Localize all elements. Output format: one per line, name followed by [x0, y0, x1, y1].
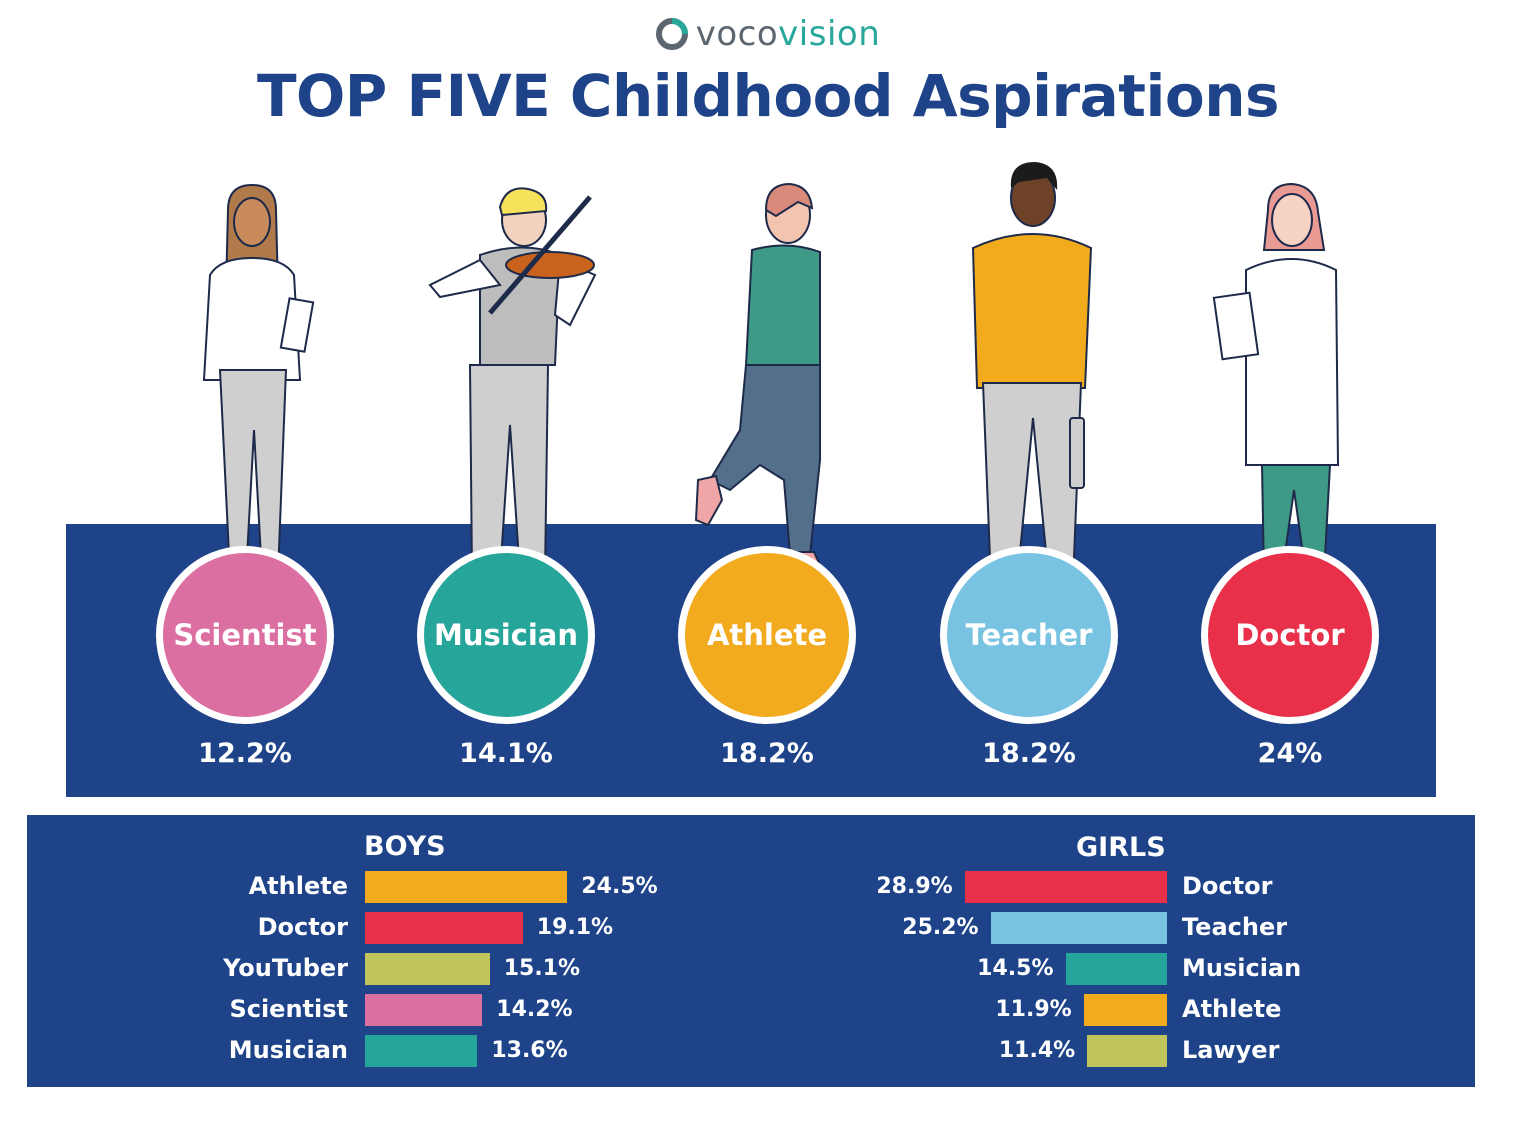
girls-value-musician: 14.5% — [977, 956, 1054, 981]
boys-value-scientist: 14.2% — [496, 997, 573, 1022]
girls-label-athlete: Athlete — [1182, 995, 1282, 1023]
boys-bar-scientist — [365, 994, 483, 1026]
girls-value-athlete: 11.9% — [995, 997, 1072, 1022]
brand-name-part1: voco — [695, 14, 779, 54]
boys-value-athlete: 24.5% — [581, 874, 658, 899]
boys-bar-athlete — [365, 871, 568, 903]
boys-label-scientist: Scientist — [229, 995, 348, 1023]
girls-bar-lawyer — [1087, 1035, 1167, 1067]
boys-label-youtuber: YouTuber — [223, 954, 348, 982]
girls-bar-athlete — [1083, 994, 1167, 1026]
boys-label-doctor: Doctor — [257, 913, 348, 941]
circle-musician: Musician — [417, 546, 595, 724]
scientist-illustration — [202, 183, 315, 590]
boys-header: BOYS — [364, 831, 446, 862]
boys-value-musician: 13.6% — [491, 1038, 568, 1063]
circle-doctor: Doctor — [1201, 546, 1379, 724]
musician-illustration — [428, 187, 597, 587]
circle-scientist: Scientist — [156, 546, 334, 724]
value-label-scientist: 12.2% — [198, 738, 292, 769]
page-title: TOP FIVE Childhood Aspirations — [256, 62, 1280, 130]
circle-teacher: Teacher — [940, 546, 1118, 724]
brand-name-part2: vision — [778, 14, 881, 54]
boys-bar-doctor — [365, 912, 523, 944]
girls-bar-doctor — [964, 871, 1167, 903]
girls-bar-musician — [1065, 953, 1167, 985]
girls-header: GIRLS — [1076, 832, 1166, 863]
value-label-musician: 14.1% — [459, 738, 553, 769]
value-label-teacher: 18.2% — [982, 738, 1076, 769]
girls-label-musician: Musician — [1182, 954, 1302, 982]
boys-value-doctor: 19.1% — [536, 915, 614, 940]
teacher-illustration — [969, 162, 1093, 590]
boys-bar-youtuber — [365, 953, 490, 985]
girls-value-doctor: 28.9% — [876, 874, 953, 899]
brand-name: vocovision — [696, 14, 881, 54]
girls-bar-teacher — [990, 912, 1167, 944]
logo-icon — [655, 18, 688, 50]
girls-value-lawyer: 11.4% — [998, 1038, 1076, 1063]
boys-value-youtuber: 15.1% — [503, 956, 581, 981]
boys-label-musician: Musician — [228, 1036, 348, 1064]
brand-logo: vocovision — [0, 14, 1536, 54]
circle-athlete: Athlete — [678, 546, 856, 724]
girls-label-teacher: Teacher — [1182, 913, 1288, 941]
boys-bar-musician — [365, 1035, 478, 1067]
boys-label-athlete: Athlete — [248, 872, 348, 900]
girls-label-doctor: Doctor — [1182, 872, 1273, 900]
gender-breakdown-panel — [27, 815, 1475, 1087]
girls-value-teacher: 25.2% — [902, 915, 979, 940]
athlete-illustration — [694, 182, 828, 582]
value-label-doctor: 24% — [1257, 738, 1323, 769]
doctor-illustration — [1212, 182, 1340, 586]
girls-label-lawyer: Lawyer — [1182, 1036, 1280, 1064]
value-label-athlete: 18.2% — [720, 738, 814, 769]
